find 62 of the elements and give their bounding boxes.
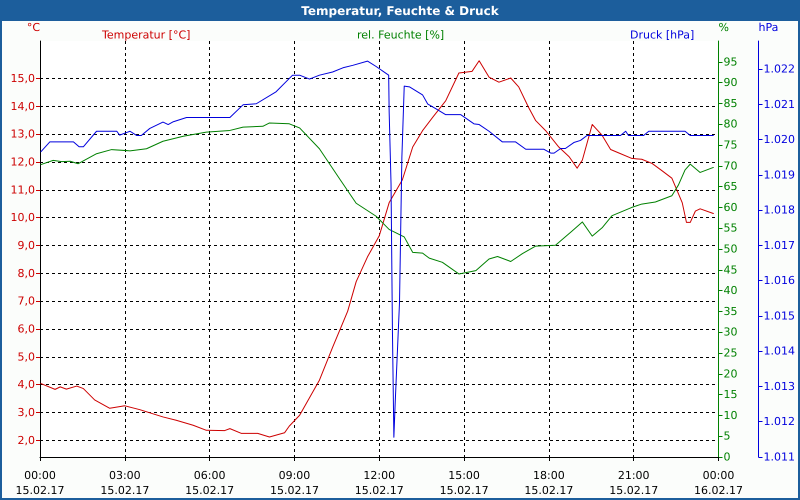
y3-tick-label: 1.014: [764, 344, 796, 358]
y2-tick-label: 10: [724, 408, 738, 422]
y-tick-label: 12,0: [10, 156, 35, 169]
y-tick-label: 13,0: [10, 128, 35, 141]
x-tick-label: 06:00 15.02.17: [185, 469, 234, 497]
y3-tick-label: 1.015: [764, 309, 796, 322]
y-tick-label: 10,0: [10, 211, 35, 224]
y3-tick-label: 1.011: [764, 450, 796, 464]
y-tick-label: 15,0: [10, 72, 35, 86]
y-tick-label: 4,0: [18, 378, 35, 392]
y-tick-label: 3,0: [18, 406, 35, 419]
y3-tick-label: 1.020: [764, 133, 796, 146]
y2-tick-label: 30: [724, 326, 738, 339]
y2-tick-label: 90: [724, 76, 738, 90]
x-tick-label: 03:00 15.02.17: [100, 469, 150, 497]
y2-tick-label: 15: [724, 388, 738, 402]
y-axis-title: °C: [26, 21, 40, 34]
y2-tick-label: 85: [724, 96, 738, 110]
y2-tick-label: 75: [724, 138, 738, 152]
y3-axis-title: hPa: [758, 21, 778, 34]
y3-tick-label: 1.018: [764, 204, 796, 217]
y2-tick-label: 45: [724, 263, 738, 276]
y3-tick-label: 1.022: [764, 62, 796, 76]
y2-tick-label: 60: [724, 200, 738, 214]
x-tick-label: 21:00 15.02.17: [609, 469, 658, 497]
y3-tick-label: 1.012: [764, 415, 796, 428]
y2-tick-label: 95: [724, 55, 738, 68]
y-tick-label: 7,0: [18, 294, 35, 308]
y-tick-label: 2,0: [18, 434, 35, 447]
y2-tick-label: 65: [724, 180, 738, 194]
y2-tick-label: 0: [724, 450, 731, 464]
y-tick-label: 5,0: [18, 350, 35, 364]
y-tick-label: 9,0: [18, 239, 35, 252]
y3-tick-label: 1.019: [764, 168, 796, 182]
x-tick-label: 00:00 15.02.17: [16, 469, 64, 497]
y3-tick-label: 1.013: [764, 380, 796, 393]
y3-tick-label: 1.021: [764, 98, 796, 111]
y2-tick-label: 50: [724, 242, 738, 256]
y2-tick-label: 20: [724, 367, 738, 380]
y2-tick-label: 40: [724, 284, 738, 298]
y2-tick-label: 35: [724, 304, 738, 318]
y2-axis-title: %: [718, 21, 729, 34]
text: Druck [hPa]: [630, 28, 694, 42]
x-tick-label: 18:00 15.02.17: [524, 469, 574, 497]
y2-tick-label: 5: [724, 430, 731, 443]
y-tick-label: 11,0: [10, 183, 35, 196]
x-tick-label: 12:00 15.02.17: [354, 469, 404, 497]
y2-tick-label: 25: [724, 346, 738, 360]
x-tick-label: 00:00 16.02.17: [694, 469, 744, 497]
text: rel. Feuchte [%]: [357, 28, 444, 42]
x-tick-label: 15:00 15.02.17: [440, 469, 489, 497]
y3-tick-label: 1.017: [764, 238, 796, 252]
chart-title: Temperatur, Feuchte & Druck: [2, 2, 798, 21]
y3-tick-label: 1.016: [764, 274, 796, 288]
x-tick-label: 09:00 15.02.17: [270, 469, 319, 497]
y2-tick-label: 55: [724, 222, 738, 235]
y-tick-label: 8,0: [18, 266, 35, 280]
y-tick-label: 14,0: [10, 100, 35, 113]
y2-tick-label: 70: [724, 159, 738, 172]
y2-tick-label: 80: [724, 118, 738, 131]
text: Temperatur [°C]: [101, 28, 190, 42]
y-tick-label: 6,0: [18, 322, 35, 336]
